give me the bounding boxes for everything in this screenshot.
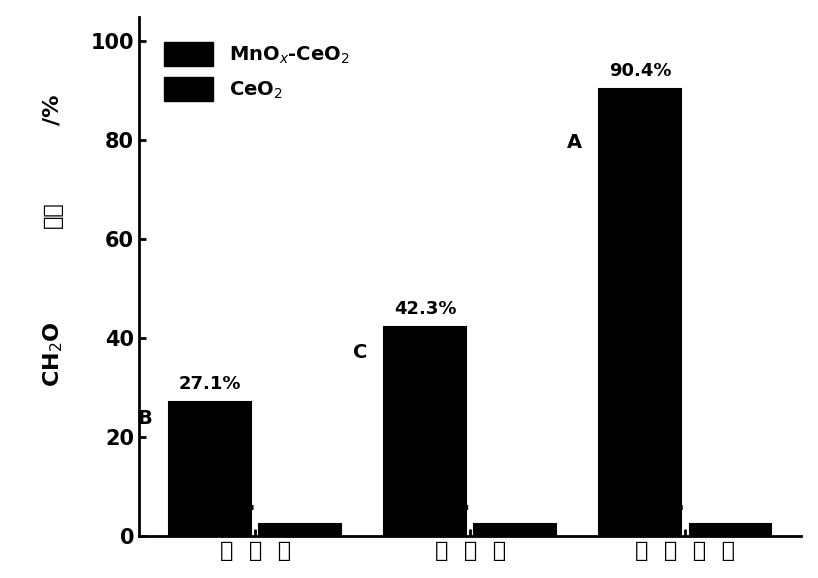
Text: 降解: 降解: [43, 201, 63, 228]
Text: A: A: [567, 133, 582, 152]
Text: B': B': [236, 503, 255, 521]
Bar: [384, 327, 466, 536]
Text: 27.1%: 27.1%: [179, 375, 241, 394]
Text: /%: /%: [43, 95, 63, 125]
Text: CH$_2$O: CH$_2$O: [41, 322, 65, 387]
Text: 90.4%: 90.4%: [609, 62, 672, 80]
Text: C: C: [353, 343, 367, 362]
Legend: MnO$_x$-CeO$_2$, CeO$_2$: MnO$_x$-CeO$_2$, CeO$_2$: [149, 27, 364, 117]
Text: B: B: [137, 409, 152, 428]
Text: C': C': [452, 503, 470, 521]
Bar: [169, 402, 251, 536]
Bar: [600, 89, 681, 536]
Bar: [259, 524, 341, 536]
Bar: [474, 524, 556, 536]
Bar: [690, 524, 771, 536]
Text: A': A': [666, 503, 685, 521]
Text: 42.3%: 42.3%: [393, 300, 456, 318]
